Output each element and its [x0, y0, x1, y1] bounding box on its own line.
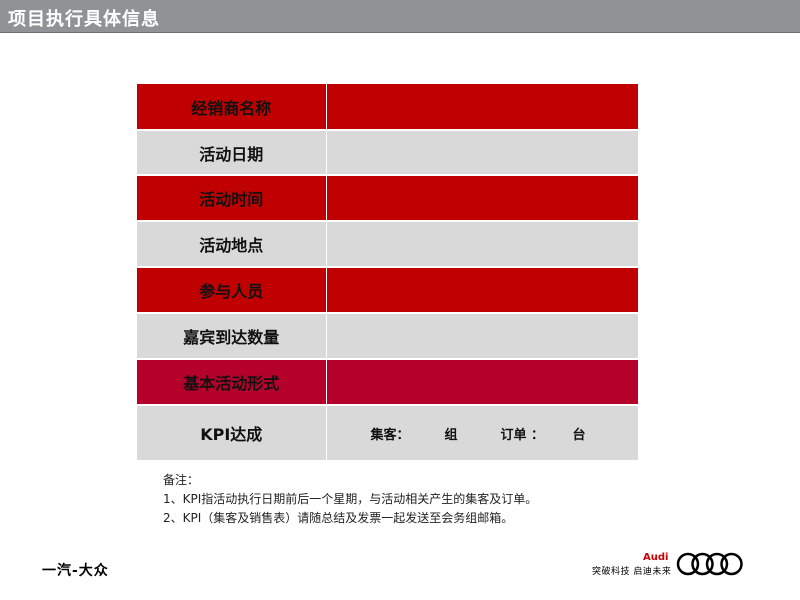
label-activity-time: 活动时间: [137, 175, 327, 222]
label-guest-count: 嘉宾到达数量: [137, 313, 327, 360]
audi-rings-icon: [676, 552, 743, 576]
value-activity-date[interactable]: [326, 130, 639, 176]
value-participants[interactable]: [326, 267, 639, 314]
label-activity-format: 基本活动形式: [137, 359, 327, 406]
value-guest-count[interactable]: [326, 313, 639, 360]
label-participants: 参与人员: [137, 267, 327, 314]
kpi-collect-label: 集客：: [370, 427, 410, 443]
table-row-guest-count: 嘉宾到达数量: [137, 313, 639, 360]
value-activity-location[interactable]: [326, 221, 639, 268]
faw-vw-logo: 一汽-大众: [42, 563, 109, 579]
label-dealer-name: 经销商名称: [137, 84, 327, 131]
label-activity-date: 活动日期: [137, 130, 327, 176]
value-activity-format[interactable]: [326, 359, 639, 406]
table-row-activity-format: 基本活动形式: [137, 359, 639, 406]
notes-heading: 备注：: [163, 473, 200, 487]
table-row-activity-time: 活动时间: [137, 175, 639, 222]
label-activity-location: 活动地点: [137, 221, 327, 268]
table-row-activity-location: 活动地点: [137, 221, 639, 268]
brand-slogan: 突破科技 启迪未来: [592, 567, 672, 577]
kpi-order-label: 订单 ：: [500, 427, 545, 443]
label-kpi: KPI达成: [137, 405, 327, 462]
kpi-collect-unit: 组: [444, 427, 458, 443]
kpi-order-unit: 台: [572, 427, 586, 443]
table-row-kpi: KPI达成 集客： 组 订单 ： 台: [137, 405, 639, 462]
title-bar: 项目执行具体信息: [0, 0, 800, 33]
value-activity-time[interactable]: [326, 175, 639, 222]
table-row-participants: 参与人员: [137, 267, 639, 314]
value-dealer-name[interactable]: [326, 84, 639, 131]
note-item-2: 2、KPI（集客及销售表）请随总结及发票一起发送至会务组邮箱。: [163, 511, 514, 525]
notes-block: 备注： 1、KPI指活动执行日期前后一个星期，与活动相关产生的集客及订单。 2、…: [163, 471, 537, 528]
table-row-dealer-name: 经销商名称: [137, 84, 639, 131]
table-row-activity-date: 活动日期: [137, 130, 639, 176]
value-kpi: 集客： 组 订单 ： 台: [326, 405, 639, 462]
note-item-1: 1、KPI指活动执行日期前后一个星期，与活动相关产生的集客及订单。: [163, 492, 538, 506]
project-info-table: 经销商名称 活动日期 活动时间 活动地点 参与人员 嘉宾到达数量 基本活动形式 …: [137, 84, 639, 462]
audi-wordmark: Audi: [643, 552, 669, 563]
page-title: 项目执行具体信息: [8, 9, 160, 30]
